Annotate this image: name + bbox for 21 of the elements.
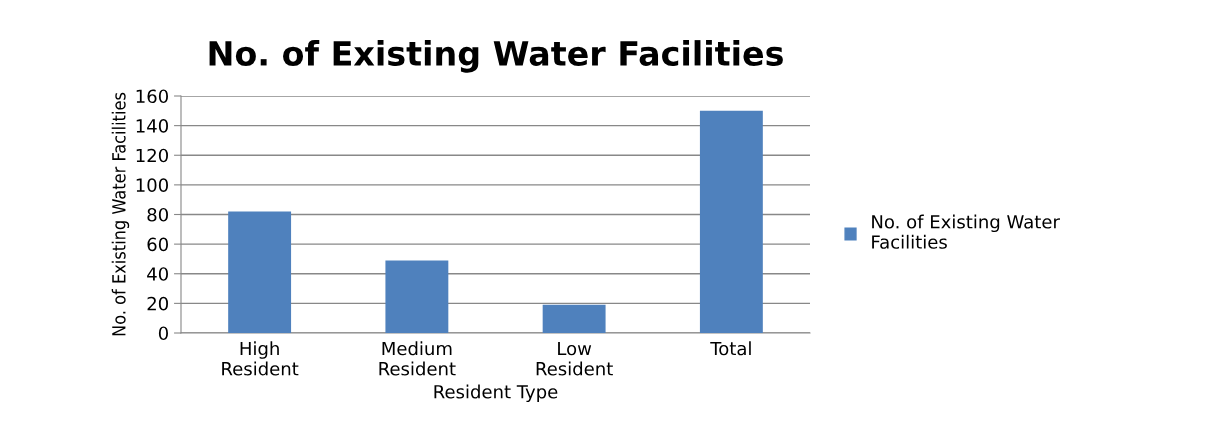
x-axis-title: Resident Type — [434, 384, 558, 403]
y-tick-label: 20 — [147, 296, 168, 311]
bar — [385, 260, 449, 333]
y-tick-label: 40 — [147, 267, 168, 281]
y-tick-label: 80 — [147, 207, 168, 222]
y-axis-title: No. of Existing Water Facilities — [111, 92, 130, 336]
x-tick-label: High Resident — [222, 341, 299, 376]
bar — [228, 211, 292, 333]
y-tick-label: 60 — [147, 237, 168, 252]
y-tick-label: 120 — [136, 148, 168, 163]
chart-title: No. of Existing Water Facilities — [209, 40, 783, 73]
y-tick-label: 0 — [158, 326, 168, 341]
y-tick-label: 100 — [136, 178, 168, 192]
bar — [542, 304, 606, 333]
x-tick-label: Low Resident — [536, 341, 613, 376]
x-tick-label: Medium Resident — [379, 341, 456, 376]
y-tick-label: 140 — [136, 119, 168, 133]
x-tick-label: Total — [710, 341, 751, 356]
legend-label: No. of Existing Water Facilities — [872, 214, 1060, 249]
y-tick-label: 160 — [136, 89, 168, 104]
bar — [699, 110, 763, 333]
